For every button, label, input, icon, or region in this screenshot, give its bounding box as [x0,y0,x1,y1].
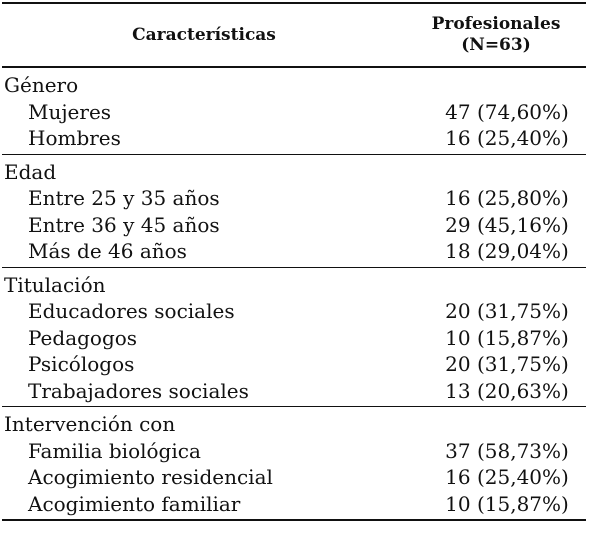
row-value: 29 (45,16%) [445,212,569,237]
table-row: Hombres 16 (25,40%) [2,125,586,152]
section-titulacion: Titulación Educadores sociales 20 (31,75… [2,266,586,407]
row-label: Hombres [28,126,121,151]
row-value: 20 (31,75%) [445,299,569,324]
top-rule [2,2,586,4]
row-label: Acogimiento residencial [28,465,273,490]
row-value: 16 (25,80%) [445,186,569,211]
section-intervencion: Intervención con Familia biológica 37 (5… [2,406,586,519]
row-label: Acogimiento familiar [28,491,241,516]
row-label: Psicólogos [28,352,135,377]
row-value: 10 (15,87%) [445,491,569,516]
row-label: Familia biológica [28,438,201,463]
row-label: Entre 36 y 45 años [28,212,220,237]
table-row: Pedagogos 10 (15,87%) [2,325,586,352]
section-title: Edad [4,159,57,184]
row-label: Más de 46 años [28,239,187,264]
section-heading: Titulación [2,272,586,299]
row-value: 18 (29,04%) [445,239,569,264]
header-characteristics: Características [132,25,276,45]
table-row: Entre 36 y 45 años 29 (45,16%) [2,212,586,239]
table-row: Mujeres 47 (74,60%) [2,99,586,126]
table-row: Entre 25 y 35 años 16 (25,80%) [2,185,586,212]
row-value: 20 (31,75%) [445,352,569,377]
table-row: Más de 46 años 18 (29,04%) [2,238,586,265]
row-label: Entre 25 y 35 años [28,186,220,211]
header-professionals-n: (N=63) [461,35,531,55]
table-row: Familia biológica 37 (58,73%) [2,438,586,465]
row-label: Educadores sociales [28,299,235,324]
row-value: 10 (15,87%) [445,325,569,350]
header-professionals: Profesionales (N=63) [406,14,586,56]
row-value: 37 (58,73%) [445,438,569,463]
section-title: Intervención con [4,412,176,437]
section-heading: Edad [2,159,586,186]
section-genero: Género Mujeres 47 (74,60%) Hombres 16 (2… [2,68,586,154]
table-header: Características Profesionales (N=63) [2,4,586,68]
row-value: 16 (25,40%) [445,126,569,151]
section-edad: Edad Entre 25 y 35 años 16 (25,80%) Entr… [2,153,586,267]
bottom-rule [2,519,586,521]
table-row: Psicólogos 20 (31,75%) [2,351,586,378]
table-row: Educadores sociales 20 (31,75%) [2,298,586,325]
section-title: Género [4,73,79,98]
characteristics-table: Características Profesionales (N=63) Gén… [2,2,586,521]
row-label: Trabajadores sociales [28,378,249,403]
row-value: 16 (25,40%) [445,465,569,490]
row-label: Mujeres [28,99,112,124]
table-row: Trabajadores sociales 13 (20,63%) [2,378,586,405]
row-value: 47 (74,60%) [445,99,569,124]
section-heading: Intervención con [2,411,586,438]
table-row: Acogimiento familiar 10 (15,87%) [2,491,586,518]
table-row: Acogimiento residencial 16 (25,40%) [2,464,586,491]
row-value: 13 (20,63%) [445,378,569,403]
section-heading: Género [2,72,586,99]
row-label: Pedagogos [28,325,138,350]
section-title: Titulación [4,272,106,297]
header-professionals-title: Profesionales [431,14,561,34]
